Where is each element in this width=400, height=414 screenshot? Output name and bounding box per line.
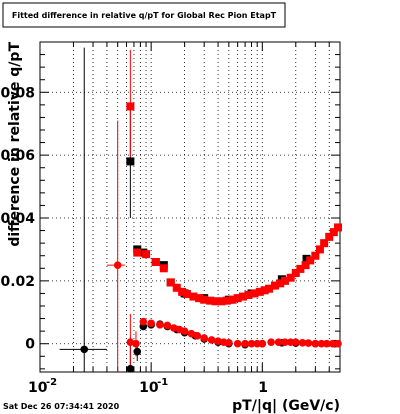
data-point-circle (298, 338, 307, 347)
data-point-circle (113, 261, 122, 269)
y-tick-label: 0.08 (0, 85, 35, 101)
data-point-square (182, 290, 191, 299)
data-point-square (244, 291, 253, 299)
data-point-circle (180, 327, 189, 335)
y-axis-title: difference in relative q/pT (7, 42, 23, 247)
data-point-circle (193, 332, 202, 340)
data-point-circle (139, 317, 148, 326)
data-point-square (200, 295, 209, 304)
data-markers (80, 102, 343, 373)
data-point-square (238, 292, 247, 301)
data-point-circle (163, 321, 172, 330)
data-point-square (280, 276, 289, 285)
grid-lines (39, 42, 341, 372)
data-point-square (286, 273, 295, 282)
data-point-circle (311, 339, 320, 348)
data-point-circle (322, 339, 331, 348)
data-point-circle (132, 339, 140, 348)
data-point-square (260, 286, 269, 295)
data-point-square (255, 287, 264, 296)
data-point-square (126, 157, 135, 166)
data-point-circle (147, 319, 155, 328)
data-point-square (228, 295, 237, 304)
title-box-frame (2, 2, 286, 28)
axis-ticks (39, 41, 341, 372)
data-point-square (142, 250, 151, 259)
data-point-square (151, 258, 160, 266)
data-point-circle (233, 339, 242, 348)
data-point-square (217, 297, 226, 306)
data-point-square (265, 284, 274, 293)
error-bars (59, 47, 138, 372)
x-tick-label-exponent: -2 (46, 377, 57, 388)
data-point-circle (241, 339, 249, 348)
data-point-square (315, 245, 324, 254)
data-point-square (276, 279, 285, 288)
data-point-circle (267, 338, 275, 346)
y-tick-label: 0.06 (0, 148, 35, 164)
data-point-square (320, 239, 329, 248)
data-point-circle (334, 339, 342, 348)
plot-frame (39, 41, 341, 373)
x-axis-title: pT/|q| (GeV/c) (232, 398, 340, 414)
data-point-square (329, 228, 338, 237)
data-point-square (233, 294, 242, 303)
data-point-square (166, 278, 175, 287)
data-point-circle (207, 336, 216, 344)
data-point-circle (281, 338, 289, 346)
data-point-square (301, 261, 310, 270)
x-tick-label: 1 (258, 380, 268, 396)
data-point-square (250, 289, 259, 298)
y-tick-label: 0.02 (0, 274, 35, 290)
data-point-circle (126, 365, 135, 373)
data-point-circle (291, 338, 300, 346)
data-point-circle (328, 339, 337, 348)
data-point-square (172, 283, 181, 292)
data-point-square (296, 264, 305, 273)
data-point-circle (214, 337, 222, 346)
data-point-circle (187, 329, 196, 338)
data-point-square (206, 296, 215, 305)
y-tick-label: 0 (25, 337, 35, 353)
data-point-square (178, 287, 187, 296)
timestamp: Sat Dec 26 07:34:41 2020 (3, 402, 120, 411)
data-point-circle (304, 339, 313, 347)
data-point-square (159, 264, 168, 273)
data-point-square (325, 232, 334, 241)
data-point-square (306, 256, 315, 265)
data-point-square (195, 294, 204, 303)
data-point-square (291, 269, 300, 277)
x-tick-label-exponent: -1 (157, 377, 168, 388)
x-tick-label: 10 (139, 380, 159, 396)
data-point-square (211, 297, 220, 306)
data-point-circle (133, 347, 142, 356)
data-point-circle (247, 339, 256, 348)
data-point-square (311, 251, 320, 260)
data-point-square (126, 102, 135, 111)
data-point-circle (258, 339, 267, 348)
data-point-circle (317, 339, 326, 348)
data-point-square (334, 223, 343, 232)
data-point-circle (80, 345, 89, 354)
x-tick-label: 10 (28, 380, 48, 396)
data-point-circle (170, 324, 178, 332)
title-box: Fitted difference in relative q/pT for G… (2, 2, 286, 28)
data-point-circle (156, 321, 164, 329)
data-point-square (189, 292, 198, 301)
data-point-circle (274, 338, 283, 346)
data-point-square (270, 281, 279, 290)
data-point-square (133, 248, 142, 257)
data-point-circle (200, 334, 208, 342)
data-point-square (222, 296, 231, 305)
y-tick-label: 0.04 (0, 211, 35, 227)
data-point-circle (225, 338, 233, 347)
chart-title: Fitted difference in relative q/pT for G… (12, 11, 277, 20)
